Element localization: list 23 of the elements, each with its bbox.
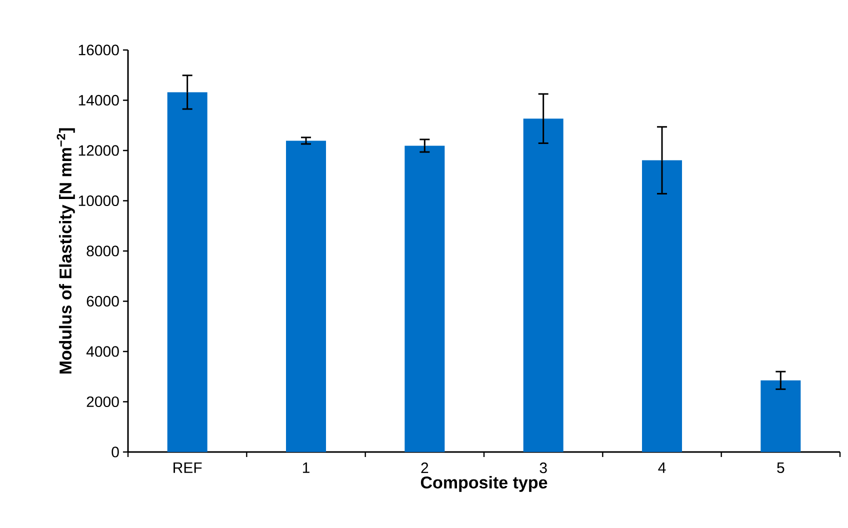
y-tick-label: 16000 — [78, 44, 119, 56]
x-tick-label: REF — [174, 462, 202, 473]
y-tick-label: 2000 — [86, 396, 119, 408]
y-tick-label: 0 — [112, 446, 119, 458]
y-tick-label: 14000 — [78, 94, 119, 106]
x-tick-label: 3 — [540, 462, 547, 474]
y-tick-label: 4000 — [86, 346, 119, 357]
y-tick-label: 10000 — [78, 195, 119, 206]
x-axis-title: Composite type — [420, 476, 548, 492]
x-tick-label: 4 — [658, 462, 666, 473]
bar — [404, 146, 445, 452]
x-tick-label: 2 — [421, 462, 428, 474]
y-tick-label: 6000 — [86, 296, 119, 307]
bar — [642, 160, 682, 452]
bar — [523, 118, 564, 452]
y-tick-label: 12000 — [78, 145, 119, 156]
x-tick-label: 1 — [302, 462, 310, 473]
bar — [760, 380, 801, 452]
bar — [167, 92, 208, 452]
x-tick-label: 5 — [777, 462, 784, 473]
y-axis-title: Modulus of Elasticity [N mm$^{−2}$] — [56, 128, 75, 374]
y-tick-label: 8000 — [86, 246, 119, 256]
bar — [286, 140, 326, 452]
